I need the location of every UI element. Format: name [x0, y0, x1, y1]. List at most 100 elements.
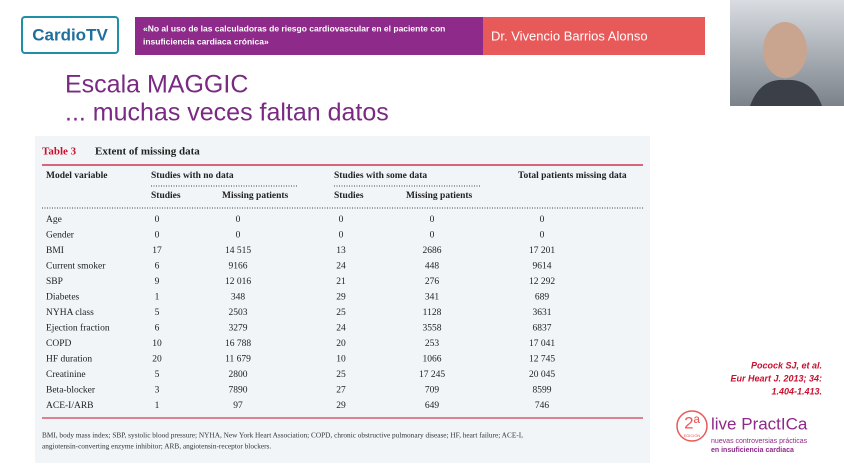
- cell: 3631: [533, 308, 552, 318]
- cell: 2800: [229, 370, 248, 380]
- cell: 20 045: [529, 370, 555, 380]
- cell: 0: [430, 231, 435, 241]
- row-label: Creatinine: [46, 370, 86, 380]
- row-label: Ejection fraction: [46, 323, 110, 334]
- cell: 0: [430, 215, 435, 225]
- talk-title: insuficiencia cardiaca crónica»: [143, 36, 269, 46]
- row-label: NYHA class: [46, 308, 94, 318]
- cell: 0: [236, 215, 241, 225]
- cell: 25: [336, 370, 346, 380]
- event-name: live PractICa: [711, 414, 808, 433]
- cell: 17: [152, 246, 162, 256]
- cell: 448: [425, 262, 440, 272]
- cell: 20: [152, 355, 162, 365]
- speaker-box: [483, 17, 705, 55]
- row-label: COPD: [46, 339, 71, 349]
- cell: 21: [336, 277, 346, 287]
- slide-title: ... muchas veces faltan datos: [65, 99, 389, 127]
- logo: CardioTV: [32, 25, 108, 44]
- row-label: ACE-I/ARB: [46, 401, 94, 411]
- speaker: Dr. Vivencio Barrios Alonso: [491, 28, 648, 43]
- row-label: HF duration: [46, 355, 92, 365]
- cell: 6: [155, 262, 160, 272]
- cell: 0: [155, 215, 160, 225]
- cell: 0: [339, 215, 344, 225]
- row-label: Diabetes: [46, 293, 80, 303]
- cell: 276: [425, 277, 440, 287]
- reference: 1.404-1.413.: [771, 386, 822, 396]
- cell: 649: [425, 401, 440, 411]
- cell: 12 292: [529, 277, 555, 287]
- slide-title: Escala MAGGIC: [65, 71, 248, 99]
- cell: 0: [236, 231, 241, 241]
- sub-header: Studies: [151, 191, 181, 201]
- cell: 17 201: [529, 246, 555, 256]
- reference: Pocock SJ, et al.: [751, 360, 822, 370]
- cell: 97: [233, 401, 243, 411]
- cell: 1066: [423, 355, 442, 365]
- cell: 29: [336, 293, 346, 303]
- cell: 0: [540, 215, 545, 225]
- cell: 2686: [423, 246, 442, 256]
- edition-circle: [676, 410, 708, 442]
- cell: 27: [336, 386, 346, 396]
- cell: 12 745: [529, 355, 555, 365]
- cell: 1: [155, 293, 160, 303]
- photo-suit: [750, 79, 822, 106]
- row-label: Current smoker: [46, 262, 106, 272]
- cell: 8599: [533, 386, 552, 396]
- cell: 689: [535, 293, 550, 303]
- cell: 14 515: [225, 246, 251, 256]
- cell: 746: [535, 401, 550, 411]
- edition-word: EDICIÓN: [684, 433, 701, 438]
- column-header: Total patients missing data: [518, 171, 627, 181]
- cell: 12 016: [225, 277, 251, 287]
- cell: 7890: [229, 386, 248, 396]
- cell: 348: [231, 293, 246, 303]
- logo-box: [21, 16, 119, 54]
- cell: 17 245: [419, 370, 445, 380]
- cell: 1: [155, 401, 160, 411]
- cell: 24: [336, 324, 346, 334]
- cell: 3279: [229, 324, 248, 334]
- sub-header: Studies: [334, 191, 364, 201]
- cell: 16 788: [225, 339, 251, 349]
- cell: 24: [336, 262, 346, 272]
- cell: 10: [336, 355, 346, 365]
- row-label: Gender: [46, 231, 75, 241]
- table-body: Age 0 0 0 0 0 Gender 0 0 0 0 0 BMI 17 14 515 13 2686 17 2…: [46, 215, 555, 411]
- cell: 11 679: [225, 355, 251, 365]
- cell: 5: [155, 370, 160, 380]
- cell: 10: [152, 339, 162, 349]
- column-header: Studies with some data: [334, 171, 427, 181]
- reference: Eur Heart J. 2013; 34:: [730, 373, 822, 383]
- cell: 253: [425, 339, 440, 349]
- cell: 9166: [229, 262, 248, 272]
- cell: 13: [336, 246, 346, 256]
- row-label: BMI: [46, 246, 64, 256]
- cell: 2503: [229, 308, 248, 318]
- cell: 0: [339, 231, 344, 241]
- cell: 0: [540, 231, 545, 241]
- column-header: Model variable: [46, 171, 107, 181]
- sub-header: Missing patients: [222, 191, 289, 201]
- row-label: Age: [46, 215, 62, 225]
- footnote: angiotensin-converting enzyme inhibitor;…: [42, 442, 271, 451]
- cell: 29: [336, 401, 346, 411]
- cell: 709: [425, 386, 440, 396]
- footnote: BMI, body mass index; SBP, systolic bloo…: [42, 431, 523, 440]
- cell: 3558: [423, 324, 442, 334]
- cell: 9614: [533, 262, 552, 272]
- cell: 1128: [423, 308, 442, 318]
- photo-face: [763, 22, 807, 78]
- column-header: Studies with no data: [151, 171, 234, 181]
- event-tagline: en insuficiencia cardiaca: [711, 447, 794, 454]
- event-tagline: nuevas controversias prácticas: [711, 438, 808, 445]
- row-label: Beta-blocker: [46, 386, 96, 396]
- table-caption: Extent of missing data: [95, 146, 200, 158]
- cell: 17 041: [529, 339, 555, 349]
- cell: 0: [155, 231, 160, 241]
- cell: 5: [155, 308, 160, 318]
- talk-title-box: [135, 17, 483, 55]
